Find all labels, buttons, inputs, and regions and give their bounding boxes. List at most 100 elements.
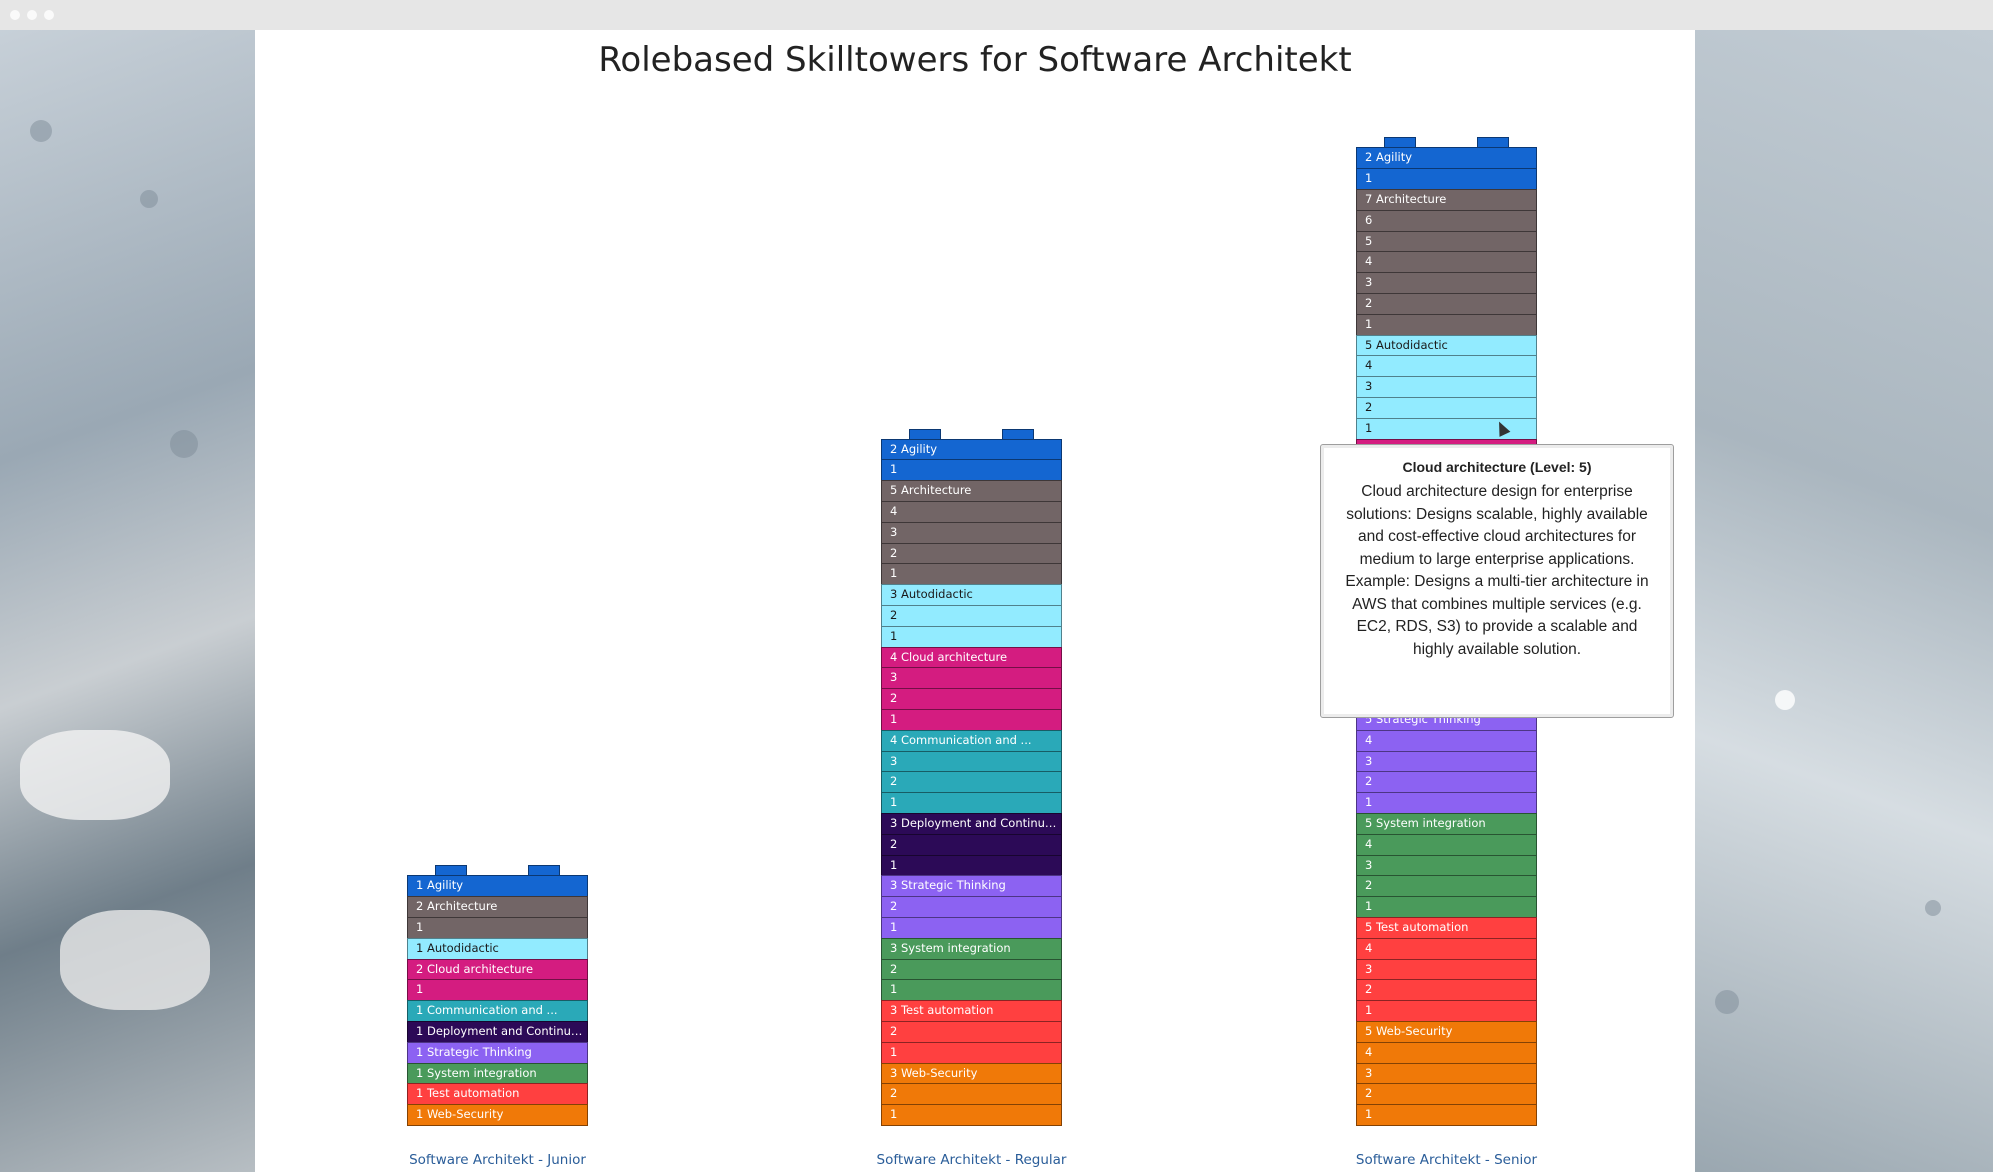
skill-segment[interactable]: 2 — [1356, 875, 1537, 898]
skill-segment[interactable]: 3 System integration — [881, 937, 1062, 960]
skill-segment[interactable]: 2 — [881, 542, 1062, 565]
skill-segment[interactable]: 1 — [881, 1104, 1062, 1126]
skill-segment[interactable]: 1 Web-Security — [407, 1104, 588, 1126]
skill-segment[interactable]: 1 — [881, 854, 1062, 877]
skill-segment[interactable]: 1 — [881, 792, 1062, 814]
skill-segment[interactable]: 2 — [1356, 396, 1537, 419]
skill-segment[interactable]: 2 — [881, 896, 1062, 918]
skill-segment[interactable]: 3 Autodidactic — [881, 584, 1062, 606]
skill-segment[interactable]: 3 — [1356, 958, 1537, 981]
skill-segment[interactable]: 2 Architecture — [407, 896, 588, 918]
window-dot-icon[interactable] — [10, 10, 20, 20]
window-titlebar — [0, 0, 1993, 31]
skill-segment[interactable]: 1 — [1356, 1000, 1537, 1022]
skill-segment[interactable]: 2 — [881, 833, 1062, 856]
skill-segment[interactable]: 5 — [1356, 230, 1537, 253]
tower-label[interactable]: Software Architekt - Regular — [876, 1152, 1067, 1168]
skill-segment[interactable]: 1 System integration — [407, 1062, 588, 1085]
tower-label[interactable]: Software Architekt - Senior — [1355, 1152, 1538, 1168]
skill-segment[interactable]: 1 Agility — [407, 875, 588, 898]
tower-label[interactable]: Software Architekt - Junior — [409, 1152, 586, 1168]
skill-segment[interactable]: 3 Test automation — [881, 1000, 1062, 1022]
skill-segment[interactable]: 2 — [881, 958, 1062, 981]
skill-segment[interactable]: 5 Test automation — [1356, 916, 1537, 939]
skill-segment[interactable]: 3 — [1356, 750, 1537, 773]
skill-segment[interactable]: 4 Cloud architecture — [881, 646, 1062, 669]
skill-segment[interactable]: 1 — [407, 916, 588, 939]
skill-segment[interactable]: 1 Autodidactic — [407, 937, 588, 960]
skill-segment[interactable]: 5 Architecture — [881, 480, 1062, 502]
skill-segment[interactable]: 1 — [881, 459, 1062, 482]
skill-segment[interactable]: 1 Communication and ... — [407, 1000, 588, 1022]
skill-segment[interactable]: 1 — [1356, 417, 1537, 440]
tower-stud — [435, 865, 467, 877]
skill-segment[interactable]: 1 — [407, 979, 588, 1002]
tooltip-text: Cloud architecture design for enterprise… — [1345, 483, 1649, 658]
skill-segment[interactable]: 3 — [1356, 376, 1537, 398]
skill-segment[interactable]: 1 Deployment and Continuous ... — [407, 1020, 588, 1043]
skill-segment[interactable]: 3 Strategic Thinking — [881, 875, 1062, 898]
skill-segment[interactable]: 1 — [881, 708, 1062, 731]
skill-segment[interactable]: 2 — [881, 771, 1062, 794]
skill-segment[interactable]: 2 Agility — [881, 438, 1062, 461]
skill-segment[interactable]: 4 — [1356, 1041, 1537, 1064]
skill-segment[interactable]: 5 Autodidactic — [1356, 334, 1537, 357]
skill-segment[interactable]: 2 — [1356, 979, 1537, 1002]
skill-segment[interactable]: 2 — [1356, 1083, 1537, 1106]
skill-segment[interactable]: 1 — [1356, 168, 1537, 190]
skill-segment[interactable]: 2 — [1356, 292, 1537, 315]
skill-tower[interactable]: 2 Agility 1 5 Architecture 4 3 2 1 3 Autodidact… — [881, 428, 1062, 1126]
tower-stud — [528, 865, 560, 877]
skill-segment[interactable]: 1 Test automation — [407, 1083, 588, 1106]
skill-segment[interactable]: 3 — [881, 667, 1062, 690]
skill-segment[interactable]: 3 — [881, 521, 1062, 544]
skill-segment[interactable]: 3 — [1356, 272, 1537, 294]
skill-segment[interactable]: 4 — [1356, 729, 1537, 752]
skill-segment[interactable]: 3 — [1356, 1062, 1537, 1085]
skill-segment[interactable]: 3 — [881, 750, 1062, 773]
skill-segment[interactable]: 2 Cloud architecture — [407, 958, 588, 981]
tower-stud — [1477, 137, 1509, 149]
skill-segment[interactable]: 4 — [1356, 833, 1537, 856]
skill-segment[interactable]: 1 Strategic Thinking — [407, 1041, 588, 1064]
skill-segment[interactable]: 2 Agility — [1356, 147, 1537, 170]
skill-segment[interactable]: 2 — [881, 1083, 1062, 1106]
skill-segment[interactable]: 1 — [1356, 313, 1537, 336]
skill-segment[interactable]: 2 — [881, 1020, 1062, 1043]
skill-segment[interactable]: 4 — [881, 500, 1062, 523]
skill-segment[interactable]: 3 — [1356, 854, 1537, 877]
tower-stud — [1384, 137, 1416, 149]
window-dot-icon[interactable] — [27, 10, 37, 20]
skill-segment[interactable]: 5 System integration — [1356, 812, 1537, 835]
skill-tooltip: Cloud architecture (Level: 5) Cloud arch… — [1320, 444, 1674, 718]
skill-segment[interactable]: 3 Web-Security — [881, 1062, 1062, 1085]
skill-segment[interactable]: 4 — [1356, 355, 1537, 378]
tower-stud — [1002, 428, 1034, 440]
page-title: Rolebased Skilltowers for Software Archi… — [598, 40, 1352, 80]
skill-segment[interactable]: 2 — [881, 604, 1062, 627]
window-dot-icon[interactable] — [44, 10, 54, 20]
background-image-left — [0, 30, 255, 1172]
skill-segment[interactable]: 2 — [881, 688, 1062, 710]
tower-stud — [909, 428, 941, 440]
skill-segment[interactable]: 1 — [881, 916, 1062, 939]
skill-segment[interactable]: 4 Communication and ... — [881, 729, 1062, 752]
skill-segment[interactable]: 1 — [881, 625, 1062, 648]
background-image-right — [1695, 30, 1993, 1172]
skill-segment[interactable]: 1 — [1356, 896, 1537, 918]
skill-segment[interactable]: 2 — [1356, 771, 1537, 794]
skill-segment[interactable]: 4 — [1356, 251, 1537, 274]
skill-segment[interactable]: 7 Architecture — [1356, 188, 1537, 211]
skill-segment[interactable]: 1 — [881, 563, 1062, 586]
skill-segment[interactable]: 6 — [1356, 209, 1537, 232]
skill-segment[interactable]: 3 Deployment and Continuous ... — [881, 812, 1062, 835]
skill-segment[interactable]: 1 — [1356, 792, 1537, 814]
tooltip-title: Cloud architecture (Level: 5) — [1402, 459, 1592, 475]
chart-panel: Rolebased Skilltowers for Software Archi… — [255, 30, 1695, 1172]
skill-segment[interactable]: 1 — [881, 1041, 1062, 1064]
skill-segment[interactable]: 5 Web-Security — [1356, 1020, 1537, 1043]
skill-tower[interactable]: 1 Agility 2 Architecture 1 1 Autodidactic 2 … — [407, 865, 588, 1126]
skill-segment[interactable]: 4 — [1356, 937, 1537, 960]
skill-segment[interactable]: 1 — [881, 979, 1062, 1002]
skill-segment[interactable]: 1 — [1356, 1104, 1537, 1126]
